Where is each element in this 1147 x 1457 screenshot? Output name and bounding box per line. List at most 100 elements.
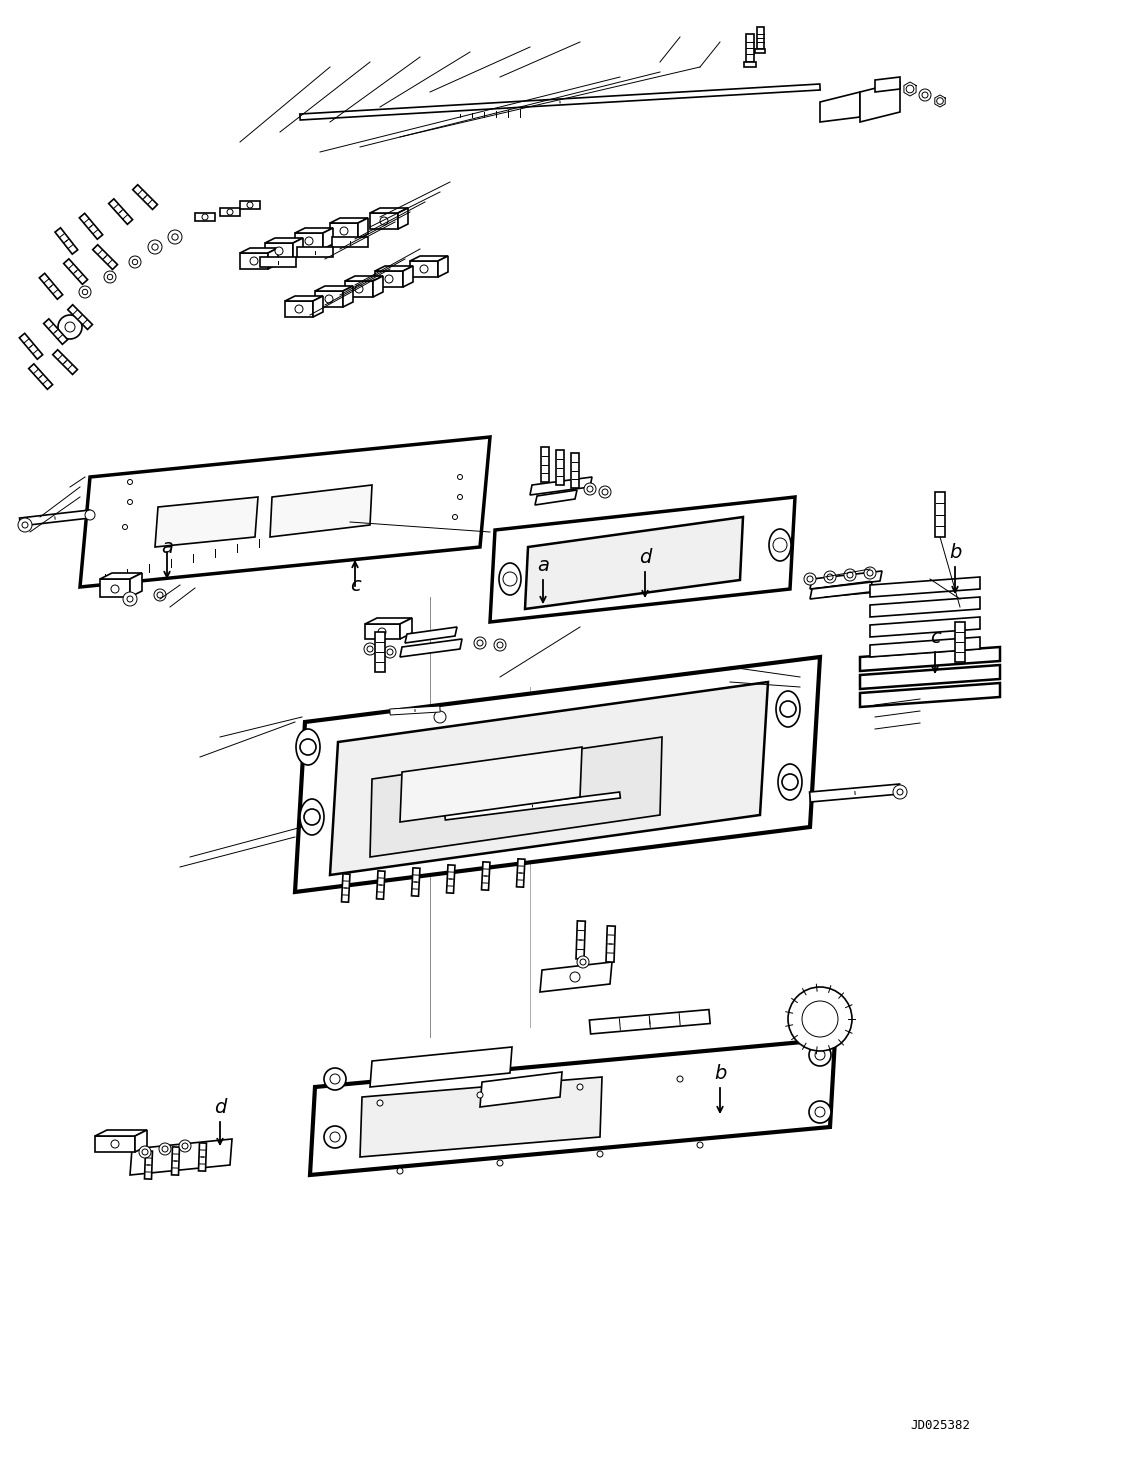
Polygon shape (810, 784, 900, 801)
Circle shape (356, 286, 362, 293)
Polygon shape (365, 624, 400, 640)
Circle shape (458, 475, 462, 479)
Circle shape (453, 514, 458, 520)
Circle shape (380, 217, 388, 224)
Polygon shape (55, 227, 78, 254)
Circle shape (807, 576, 813, 581)
Circle shape (364, 643, 376, 656)
Circle shape (379, 628, 387, 637)
Circle shape (247, 203, 253, 208)
Circle shape (167, 230, 182, 243)
Circle shape (65, 322, 75, 332)
Circle shape (162, 1147, 167, 1152)
Text: b: b (713, 1064, 726, 1083)
Circle shape (577, 1084, 583, 1090)
Polygon shape (330, 682, 768, 876)
Polygon shape (39, 274, 63, 299)
Circle shape (128, 256, 141, 268)
Polygon shape (871, 616, 980, 637)
Circle shape (397, 1169, 403, 1174)
Circle shape (387, 648, 393, 656)
Polygon shape (365, 618, 412, 624)
Circle shape (937, 98, 943, 105)
Polygon shape (79, 213, 103, 239)
Circle shape (305, 237, 313, 245)
Polygon shape (370, 737, 662, 857)
Circle shape (111, 1139, 119, 1148)
Polygon shape (375, 271, 403, 287)
Circle shape (420, 265, 428, 272)
Circle shape (182, 1142, 188, 1150)
Polygon shape (295, 657, 820, 892)
Polygon shape (400, 747, 582, 822)
Polygon shape (130, 573, 142, 597)
Ellipse shape (499, 562, 521, 594)
Polygon shape (482, 863, 490, 890)
Circle shape (844, 570, 856, 581)
Circle shape (295, 305, 303, 313)
Polygon shape (871, 637, 980, 657)
Polygon shape (330, 219, 368, 223)
Polygon shape (438, 256, 448, 277)
Circle shape (434, 711, 446, 723)
Polygon shape (871, 577, 980, 597)
Text: JD025382: JD025382 (910, 1419, 970, 1432)
Circle shape (897, 790, 903, 796)
Polygon shape (820, 92, 860, 122)
Polygon shape (360, 1077, 602, 1157)
Polygon shape (606, 925, 615, 962)
Polygon shape (757, 28, 764, 50)
Circle shape (596, 1151, 603, 1157)
Polygon shape (145, 1151, 153, 1179)
Circle shape (867, 570, 873, 576)
Circle shape (385, 275, 393, 283)
Polygon shape (53, 350, 78, 374)
Polygon shape (343, 286, 353, 307)
Polygon shape (875, 77, 900, 92)
Circle shape (919, 89, 931, 101)
Polygon shape (412, 868, 420, 896)
Circle shape (301, 739, 317, 755)
Polygon shape (19, 334, 42, 360)
Circle shape (79, 286, 91, 299)
Circle shape (227, 208, 233, 216)
Circle shape (474, 637, 486, 648)
Polygon shape (860, 664, 1000, 689)
Polygon shape (860, 82, 900, 122)
Polygon shape (260, 256, 296, 267)
Circle shape (804, 573, 816, 586)
Polygon shape (315, 291, 343, 307)
Circle shape (458, 494, 462, 500)
Circle shape (809, 1101, 830, 1123)
Polygon shape (292, 237, 303, 259)
Polygon shape (172, 1147, 179, 1176)
Polygon shape (100, 578, 130, 597)
Circle shape (154, 589, 166, 600)
Circle shape (922, 92, 928, 98)
Polygon shape (370, 213, 398, 229)
Polygon shape (323, 227, 333, 249)
Polygon shape (93, 245, 117, 270)
Circle shape (824, 571, 836, 583)
Circle shape (275, 248, 283, 255)
Circle shape (602, 490, 608, 495)
Polygon shape (556, 450, 564, 485)
Circle shape (202, 214, 208, 220)
Polygon shape (935, 492, 945, 538)
Polygon shape (446, 865, 455, 893)
Circle shape (894, 785, 907, 798)
Polygon shape (299, 85, 820, 119)
Circle shape (157, 592, 163, 597)
Polygon shape (370, 208, 408, 213)
Polygon shape (358, 219, 368, 239)
Polygon shape (490, 497, 795, 622)
Polygon shape (265, 237, 303, 243)
Circle shape (477, 1091, 483, 1099)
Polygon shape (405, 627, 457, 643)
Polygon shape (516, 858, 525, 887)
Circle shape (58, 315, 81, 339)
Polygon shape (265, 243, 292, 259)
Circle shape (127, 596, 133, 602)
Polygon shape (390, 707, 440, 715)
Polygon shape (535, 490, 577, 506)
